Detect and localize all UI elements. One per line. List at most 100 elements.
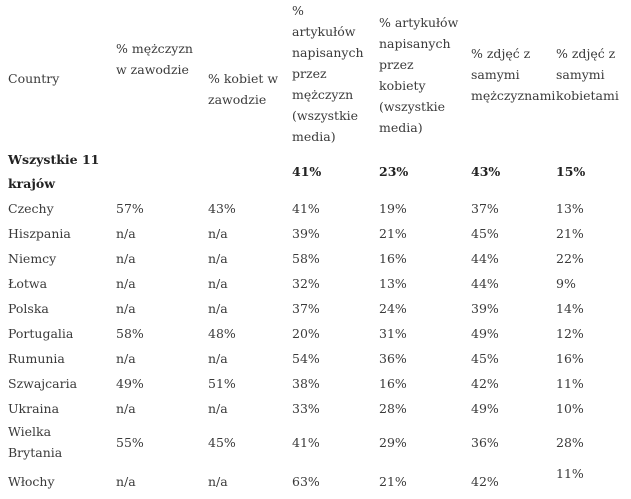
cell-photos-only-women: 9% xyxy=(556,276,576,291)
cell-photos-only-women: 12% xyxy=(556,326,584,341)
cell-men-in-profession: n/a xyxy=(116,276,136,291)
cell-men-in-profession: 57% xyxy=(116,201,144,216)
cell-photos-only-men: 44% xyxy=(471,276,499,291)
cell-articles-by-men: 39% xyxy=(292,226,320,241)
cell-country: Czechy xyxy=(8,201,54,216)
cell-men-in-profession: n/a xyxy=(116,251,136,266)
summary-men-in-profession xyxy=(108,148,200,196)
cell-women-in-profession: 48% xyxy=(208,326,236,341)
table-row: Wielka Brytania 55% 45% 41% 29% 36% 28% xyxy=(0,421,631,463)
summary-articles-by-men: 41% xyxy=(292,164,322,179)
cell-country: Rumunia xyxy=(8,351,65,366)
table-row: Szwajcaria 49% 51% 38% 16% 42% 11% xyxy=(0,371,631,396)
cell-articles-by-women: 13% xyxy=(379,276,407,291)
summary-row: Wszystkie 11 krajów 41% 23% 43% 15% xyxy=(0,148,631,196)
header-articles-by-men: % artykułów napisanych przez mężczyzn (w… xyxy=(284,0,371,148)
header-country-label: Country xyxy=(8,70,60,86)
cell-women-in-profession: n/a xyxy=(208,226,228,241)
cell-photos-only-women: 22% xyxy=(556,251,584,266)
cell-women-in-profession: n/a xyxy=(208,276,228,291)
cell-articles-by-women: 21% xyxy=(379,473,407,489)
cell-men-in-profession: n/a xyxy=(116,351,136,366)
cell-men-in-profession: n/a xyxy=(116,301,136,316)
summary-photos-only-women: 15% xyxy=(556,164,586,179)
cell-photos-only-men: 49% xyxy=(471,326,499,341)
table-row: Czechy 57% 43% 41% 19% 37% 13% xyxy=(0,196,631,221)
cell-country: Ukraina xyxy=(8,401,60,416)
cell-articles-by-men: 63% xyxy=(292,473,320,489)
cell-photos-only-women: 11% xyxy=(556,376,584,391)
header-articles-by-men-label: % artykułów napisanych przez mężczyzn (w… xyxy=(292,2,364,144)
cell-articles-by-women: 28% xyxy=(379,401,407,416)
header-women-in-profession: % kobiet w zawodzie xyxy=(200,0,284,148)
cell-men-in-profession: 58% xyxy=(116,326,144,341)
cell-photos-only-men: 37% xyxy=(471,201,499,216)
cell-articles-by-men: 54% xyxy=(292,351,320,366)
cell-photos-only-men: 42% xyxy=(471,376,499,391)
header-photos-only-men: % zdjęć z samymi mężczyznami xyxy=(463,0,556,148)
cell-men-in-profession: 55% xyxy=(116,434,144,450)
cell-country: Włochy xyxy=(8,473,55,489)
cell-women-in-profession: n/a xyxy=(208,473,228,489)
summary-label: Wszystkie 11 krajów xyxy=(8,152,100,191)
cell-women-in-profession: n/a xyxy=(208,401,228,416)
cell-photos-only-women: 14% xyxy=(556,301,584,316)
cell-photos-only-women: 11% xyxy=(556,466,584,481)
cell-women-in-profession: 43% xyxy=(208,201,236,216)
cell-photos-only-women: 13% xyxy=(556,201,584,216)
cell-articles-by-men: 37% xyxy=(292,301,320,316)
table-row: Włochy n/a n/a 63% 21% 42% 11% xyxy=(0,463,631,499)
cell-country: Portugalia xyxy=(8,326,74,341)
cell-men-in-profession: 49% xyxy=(116,376,144,391)
header-photos-only-women-label: % zdjęć z samymi kobietami xyxy=(556,45,619,103)
cell-photos-only-men: 44% xyxy=(471,251,499,266)
cell-men-in-profession: n/a xyxy=(116,226,136,241)
cell-photos-only-men: 39% xyxy=(471,301,499,316)
cell-articles-by-men: 32% xyxy=(292,276,320,291)
cell-photos-only-women: 21% xyxy=(556,226,584,241)
cell-women-in-profession: 45% xyxy=(208,434,236,450)
cell-photos-only-women: 28% xyxy=(556,434,584,450)
header-women-in-profession-label: % kobiet w zawodzie xyxy=(208,71,279,107)
cell-country: Polska xyxy=(8,301,49,316)
cell-men-in-profession: n/a xyxy=(116,473,136,489)
cell-articles-by-women: 36% xyxy=(379,351,407,366)
data-table-container: Country % mężczyzn w zawodzie % kobiet w… xyxy=(8,3,619,489)
table-row: Hiszpania n/a n/a 39% 21% 45% 21% xyxy=(0,221,631,246)
cell-articles-by-women: 19% xyxy=(379,201,407,216)
cell-articles-by-men: 33% xyxy=(292,401,320,416)
cell-country: Łotwa xyxy=(8,276,48,291)
cell-articles-by-men: 58% xyxy=(292,251,320,266)
header-articles-by-women-label: % artykułów napisanych przez kobiety (ws… xyxy=(379,15,459,135)
cell-photos-only-men: 49% xyxy=(471,401,499,416)
cell-articles-by-men: 41% xyxy=(292,434,320,450)
cell-country: Niemcy xyxy=(8,251,57,266)
header-photos-only-men-label: % zdjęć z samymi mężczyznami xyxy=(471,45,556,103)
summary-photos-only-men: 43% xyxy=(471,164,501,179)
cell-articles-by-women: 29% xyxy=(379,434,407,450)
cell-photos-only-women: 16% xyxy=(556,351,584,366)
table-row: Ukraina n/a n/a 33% 28% 49% 10% xyxy=(0,396,631,421)
table-row: Niemcy n/a n/a 58% 16% 44% 22% xyxy=(0,246,631,271)
cell-photos-only-men: 36% xyxy=(471,434,499,450)
cell-articles-by-women: 21% xyxy=(379,226,407,241)
cell-photos-only-women: 10% xyxy=(556,401,584,416)
header-men-in-profession-label: % mężczyzn w zawodzie xyxy=(116,41,193,77)
header-country: Country xyxy=(0,0,108,148)
cell-country: Wielka Brytania xyxy=(8,424,63,460)
header-articles-by-women: % artykułów napisanych przez kobiety (ws… xyxy=(371,0,463,148)
cell-photos-only-men: 42% xyxy=(471,473,499,489)
table-row: Polska n/a n/a 37% 24% 39% 14% xyxy=(0,296,631,321)
cell-country: Szwajcaria xyxy=(8,376,78,391)
cell-women-in-profession: n/a xyxy=(208,301,228,316)
cell-photos-only-men: 45% xyxy=(471,351,499,366)
cell-articles-by-women: 16% xyxy=(379,376,407,391)
summary-articles-by-women: 23% xyxy=(379,164,409,179)
cell-country: Hiszpania xyxy=(8,226,71,241)
cell-articles-by-women: 31% xyxy=(379,326,407,341)
header-men-in-profession: % mężczyzn w zawodzie xyxy=(108,0,200,148)
cell-articles-by-women: 16% xyxy=(379,251,407,266)
cell-articles-by-women: 24% xyxy=(379,301,407,316)
header-row: Country % mężczyzn w zawodzie % kobiet w… xyxy=(0,0,631,148)
